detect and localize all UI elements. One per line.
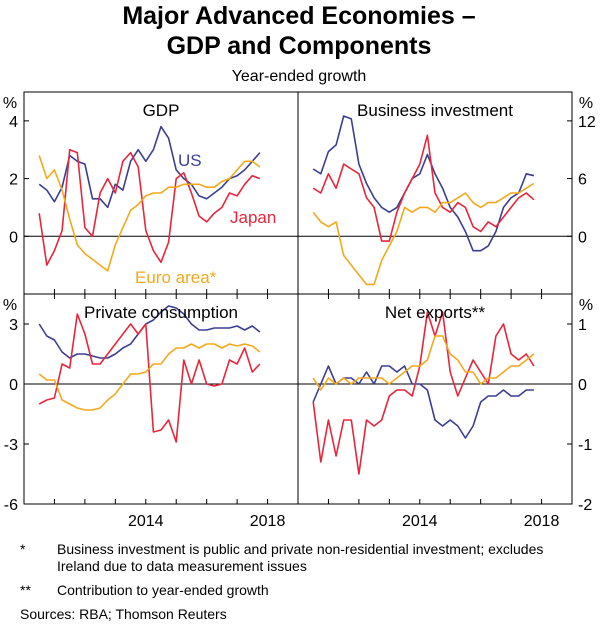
chart-title-line1: Major Advanced Economies – — [122, 2, 475, 30]
series-line-us — [312, 365, 534, 439]
panel-2: 0 6 12% Business investment — [298, 95, 596, 299]
footnote-mark: ** — [20, 582, 31, 598]
y-tick-label: -1 — [578, 437, 592, 454]
footnote-text: Business investment is public and privat… — [57, 541, 544, 574]
series-line-euro — [38, 343, 261, 411]
y-tick-label: 3 — [9, 317, 18, 334]
footnote-mark: * — [20, 541, 26, 557]
y-tick-label: 0 — [9, 377, 18, 394]
x-tick-label: 2018 — [250, 513, 286, 530]
panel-1: 0 2 4% GDP US Japan Euro area* — [3, 95, 298, 299]
y-tick-label: 0 — [578, 229, 587, 246]
x-tick-label: 2014 — [128, 513, 164, 530]
panel-frames — [23, 91, 573, 505]
series-label-us: US — [178, 151, 202, 170]
series-line-us — [38, 305, 261, 359]
panel-3: -6 -3 0 3% Private consumption 2014 2018 — [3, 297, 298, 530]
y-tick-label: 0 — [578, 377, 587, 394]
chart-subtitle: Year-ended growth — [232, 68, 367, 85]
series-line-euro — [38, 155, 261, 272]
footnote-1: * Business investment is public and priv… — [20, 541, 590, 575]
panel-title: Private consumption — [84, 303, 238, 322]
y-unit-label: % — [579, 297, 593, 314]
series-line-japan — [38, 313, 261, 443]
series-line-japan — [312, 134, 535, 242]
y-tick-label: 12 — [578, 114, 596, 131]
series-line-japan — [312, 311, 535, 475]
panel-title: Business investment — [357, 101, 513, 120]
series-line-euro — [312, 335, 535, 391]
x-tick-label: 2018 — [524, 513, 560, 530]
y-unit-label: % — [3, 95, 17, 112]
y-unit-label: % — [3, 297, 17, 314]
y-tick-label: 4 — [9, 114, 18, 131]
chart-title-line2: GDP and Components — [167, 32, 432, 60]
series-line-us — [38, 125, 261, 209]
footnote-2: ** Contribution to year-ended growth — [20, 582, 590, 599]
footnotes: * Business investment is public and priv… — [20, 541, 590, 623]
panel-4: -2 -1 0 1% Net exports** 2014 2018 — [298, 297, 593, 530]
y-tick-label: -2 — [578, 497, 592, 514]
series-line-euro — [312, 182, 535, 286]
sources-line: Sources: RBA; Thomson Reuters — [20, 606, 227, 622]
y-tick-label: -3 — [4, 437, 18, 454]
y-tick-label: -6 — [4, 497, 18, 514]
series-line-us — [312, 115, 535, 252]
y-tick-label: 6 — [578, 172, 587, 189]
y-tick-label: 1 — [578, 317, 587, 334]
panel-title: Net exports** — [385, 303, 486, 322]
x-tick-label: 2014 — [402, 513, 438, 530]
series-label-japan: Japan — [230, 208, 276, 227]
y-tick-label: 0 — [9, 229, 18, 246]
series-line-japan — [38, 148, 261, 266]
footnote-text: Contribution to year-ended growth — [57, 582, 269, 598]
chart-panels: 0 2 4% GDP US Japan Euro area* 0 6 12% Business in… — [3, 91, 596, 530]
y-tick-label: 2 — [9, 172, 18, 189]
panel-title: GDP — [143, 101, 180, 120]
y-unit-label: % — [579, 95, 593, 112]
series-label-euro: Euro area* — [135, 268, 217, 287]
